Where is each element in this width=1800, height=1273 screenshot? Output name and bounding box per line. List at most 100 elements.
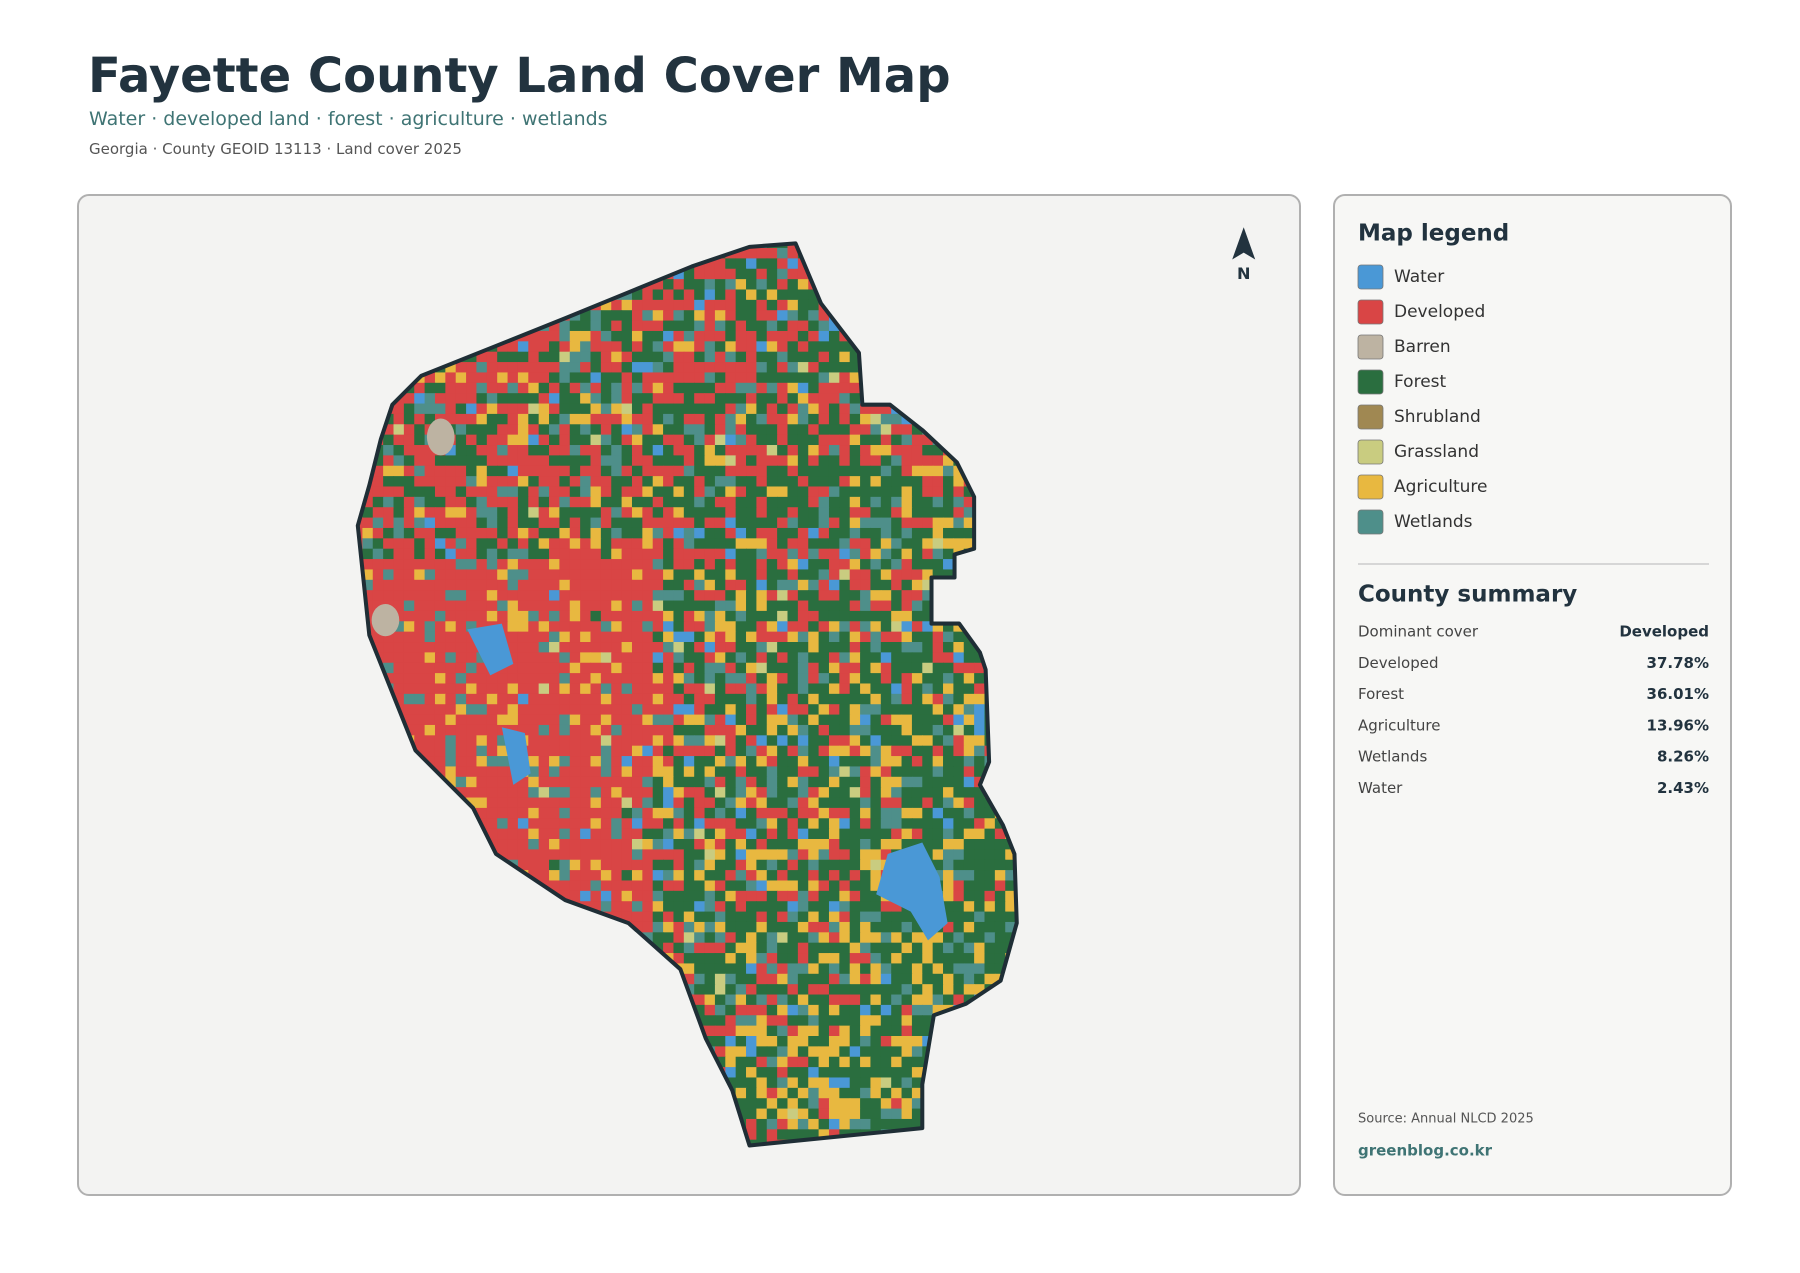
land-patch — [538, 776, 550, 788]
land-patch — [963, 372, 975, 384]
land-patch — [839, 413, 851, 425]
land-patch — [756, 610, 768, 622]
land-patch — [549, 341, 560, 353]
land-patch — [600, 590, 612, 602]
land-patch — [559, 330, 571, 342]
land-patch — [1015, 268, 1017, 280]
land-patch — [466, 921, 478, 933]
land-patch — [580, 994, 592, 1006]
land-patch — [828, 880, 840, 892]
land-patch — [414, 1015, 426, 1027]
land-patch — [393, 548, 405, 560]
land-patch — [870, 839, 882, 850]
land-patch — [922, 756, 934, 768]
land-patch — [756, 268, 768, 280]
land-patch — [569, 393, 581, 405]
land-patch — [818, 538, 830, 550]
land-patch — [362, 745, 374, 757]
land-patch — [849, 776, 861, 788]
land-patch — [549, 362, 560, 374]
land-patch — [569, 559, 581, 571]
land-patch — [870, 424, 882, 436]
land-patch — [777, 1015, 789, 1027]
land-patch — [797, 445, 809, 456]
land-patch — [922, 548, 934, 560]
land-patch — [901, 579, 913, 591]
land-patch — [445, 911, 457, 923]
land-patch — [528, 766, 540, 778]
land-patch — [746, 766, 757, 778]
land-patch — [694, 507, 706, 519]
land-patch — [497, 673, 509, 685]
land-patch — [880, 320, 892, 332]
land-patch — [891, 994, 903, 1006]
land-patch — [434, 393, 446, 405]
land-patch — [549, 434, 560, 446]
land-patch — [611, 548, 623, 560]
land-patch — [735, 745, 747, 757]
land-patch — [694, 901, 706, 913]
land-patch — [953, 839, 965, 850]
land-patch — [631, 538, 643, 550]
land-patch — [559, 839, 571, 850]
land-patch — [766, 921, 778, 933]
land-patch — [403, 579, 415, 591]
land-patch — [383, 745, 395, 757]
land-patch — [600, 403, 612, 415]
land-patch — [1005, 973, 1017, 985]
land-patch — [528, 859, 540, 871]
land-patch — [746, 559, 757, 571]
land-patch — [663, 310, 675, 322]
land-patch — [704, 932, 716, 944]
land-patch — [600, 1015, 612, 1027]
land-patch — [434, 268, 446, 280]
land-patch — [849, 797, 861, 809]
land-patch — [466, 320, 478, 332]
land-patch — [652, 890, 664, 902]
land-patch — [891, 579, 903, 591]
land-patch — [600, 248, 612, 259]
land-patch — [777, 320, 789, 332]
land-patch — [994, 341, 1006, 353]
land-patch — [393, 289, 405, 301]
land-patch — [704, 901, 716, 913]
land-patch — [652, 243, 664, 249]
land-patch — [828, 724, 840, 736]
land-patch — [445, 258, 457, 270]
land-patch — [756, 994, 768, 1006]
land-patch — [963, 662, 975, 674]
land-patch — [797, 652, 809, 664]
land-patch — [445, 559, 457, 571]
land-patch — [424, 258, 436, 270]
land-patch — [704, 341, 716, 353]
land-patch — [621, 248, 633, 259]
land-patch — [756, 382, 768, 394]
land-patch — [611, 766, 623, 778]
land-patch — [787, 579, 799, 591]
land-patch — [797, 538, 809, 550]
land-patch — [694, 735, 706, 747]
land-patch — [953, 538, 965, 550]
land-patch — [476, 320, 488, 332]
land-patch — [631, 486, 643, 498]
land-patch — [756, 724, 768, 736]
land-patch — [1005, 424, 1017, 436]
land-patch — [466, 662, 478, 674]
land-patch — [777, 642, 789, 653]
land-patch — [704, 310, 716, 322]
land-patch — [445, 683, 457, 695]
land-patch — [455, 870, 467, 882]
land-patch — [497, 787, 509, 799]
land-patch — [528, 517, 540, 529]
land-patch — [725, 683, 737, 695]
land-patch — [953, 631, 965, 643]
land-patch — [994, 382, 1006, 394]
land-patch — [549, 621, 560, 633]
land-patch — [974, 248, 986, 259]
land-patch — [362, 870, 374, 882]
land-patch — [476, 548, 488, 560]
land-patch — [559, 880, 571, 892]
land-patch — [953, 745, 965, 757]
land-patch — [714, 673, 726, 685]
land-patch — [818, 517, 830, 529]
